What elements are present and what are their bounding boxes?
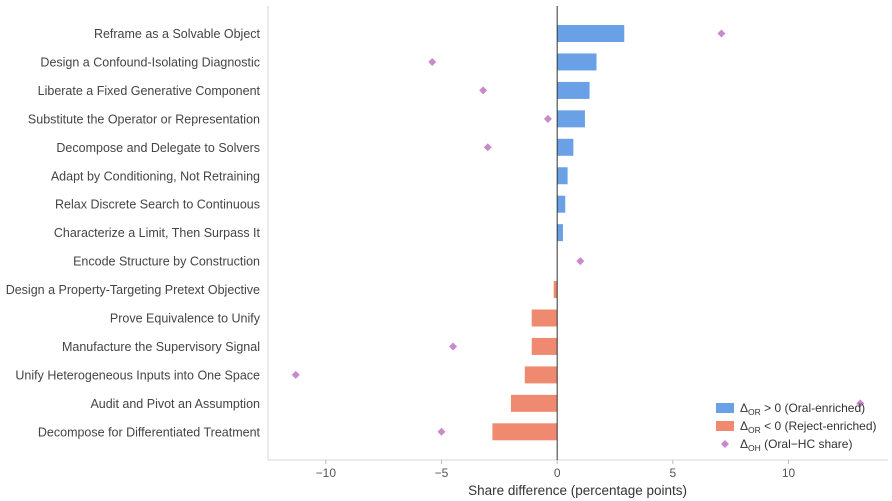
- category-label-9: Encode Structure by Construction: [73, 255, 260, 269]
- bar-12: [531, 337, 558, 355]
- x-tick-label: 0: [554, 466, 561, 480]
- bar-8: [557, 224, 563, 242]
- category-label-10: Design a Property-Targeting Pretext Obje…: [6, 283, 260, 297]
- category-label-13: Unify Heterogeneous Inputs into One Spac…: [15, 368, 260, 382]
- bar-15: [492, 423, 558, 441]
- bar-14: [510, 394, 558, 412]
- diamond-14: [856, 399, 865, 408]
- bar-6: [557, 167, 568, 185]
- category-label-2: Design a Confound-Isolating Diagnostic: [40, 55, 260, 69]
- x-tick-label: 5: [670, 466, 677, 480]
- category-label-5: Decompose and Delegate to Solvers: [56, 141, 260, 155]
- x-tick-label: −5: [435, 466, 449, 480]
- legend-swatch-diamond: [721, 440, 729, 448]
- diamond-series: [291, 29, 865, 436]
- legend-swatch-bar-negative: [716, 421, 734, 431]
- diamond-13: [291, 370, 300, 379]
- category-label-6: Adapt by Conditioning, Not Retraining: [51, 169, 260, 183]
- diamond-4: [543, 114, 552, 123]
- diamond-1: [717, 29, 726, 38]
- category-label-3: Liberate a Fixed Generative Component: [38, 84, 261, 98]
- bar-11: [531, 309, 558, 327]
- category-label-12: Manufacture the Supervisory Signal: [62, 340, 260, 354]
- category-label-15: Decompose for Differentiated Treatment: [38, 425, 261, 439]
- category-label-14: Audit and Pivot an Assumption: [90, 397, 260, 411]
- diamond-3: [479, 86, 488, 95]
- bar-1: [557, 25, 625, 42]
- axes: [267, 6, 888, 461]
- bar-4: [557, 110, 585, 128]
- category-label-8: Characterize a Limit, Then Surpass It: [54, 226, 261, 240]
- x-axis-title: Share difference (percentage points): [468, 483, 687, 498]
- legend: ΔOR > 0 (Oral-enriched) ΔOR < 0 (Reject-e…: [716, 401, 876, 453]
- bar-2: [557, 53, 597, 71]
- bar-7: [557, 195, 566, 213]
- category-label-7: Relax Discrete Search to Continuous: [55, 198, 260, 212]
- category-label-1: Reframe as a Solvable Object: [94, 27, 261, 41]
- bar-series: [492, 25, 625, 441]
- x-tick-label: −10: [316, 466, 337, 480]
- bar-13: [524, 366, 558, 384]
- diamond-5: [483, 143, 492, 152]
- diamond-12: [449, 342, 458, 351]
- diamond-9: [576, 257, 585, 266]
- bar-5: [557, 138, 574, 156]
- legend-swatch-bar-positive: [716, 403, 734, 413]
- diamond-2: [428, 57, 437, 66]
- category-labels: Reframe as a Solvable Object Design a Con…: [6, 27, 261, 439]
- category-label-11: Prove Equivalence to Unify: [110, 312, 261, 326]
- bar-10: [553, 281, 558, 299]
- x-axis-ticks: −10 −5 0 5 10: [316, 460, 796, 480]
- x-tick-label: 10: [782, 466, 796, 480]
- legend-entry-1: ΔOR > 0 (Oral-enriched): [740, 401, 865, 417]
- diamond-15: [437, 427, 446, 436]
- legend-entry-3: ΔOH (Oral−HC share): [740, 437, 852, 453]
- legend-entry-2: ΔOR < 0 (Reject-enriched): [740, 419, 876, 435]
- bar-3: [557, 81, 590, 99]
- category-label-4: Substitute the Operator or Representatio…: [28, 112, 260, 126]
